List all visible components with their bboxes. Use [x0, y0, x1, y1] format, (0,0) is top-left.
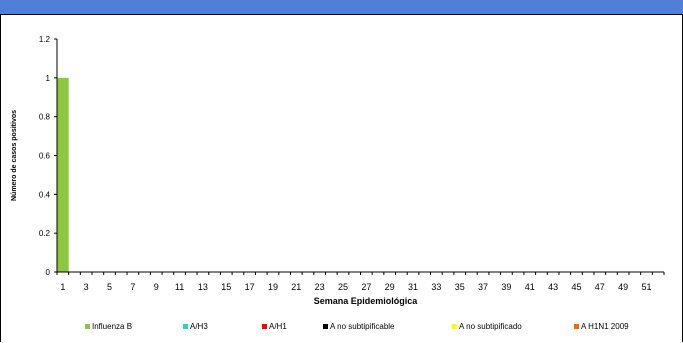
- legend-item: Influenza B: [85, 322, 132, 331]
- x-tick-label: 37: [478, 282, 488, 292]
- legend-label: A no subtipificado: [459, 322, 522, 331]
- x-tick-label: 35: [455, 282, 465, 292]
- legend-label: A/H1: [269, 322, 287, 331]
- x-tick-label: 13: [198, 282, 208, 292]
- x-tick-label: 27: [361, 282, 371, 292]
- bar-chart: 00.20.40.60.811.21 3 5 7 9 11 13 15 17 19 21 23 25 27…: [11, 35, 665, 306]
- x-axis-title: Semana Epidemiológica: [314, 296, 419, 306]
- y-tick-label: 0: [46, 268, 51, 277]
- legend-label: A/H3: [190, 322, 208, 331]
- legend-swatch: [452, 324, 457, 329]
- legend-swatch: [183, 324, 188, 329]
- x-tick-label: 39: [501, 282, 511, 292]
- y-tick-label: 0.2: [39, 229, 51, 238]
- legend-swatch: [85, 324, 90, 329]
- x-tick-label: 7: [130, 282, 135, 292]
- legend-swatch: [574, 324, 579, 329]
- legend-item: A/H1: [262, 322, 287, 331]
- x-tick-label: 3: [84, 282, 89, 292]
- x-tick-label: 51: [641, 282, 651, 292]
- x-tick-label: 17: [245, 282, 255, 292]
- x-tick-label: 1: [60, 282, 65, 292]
- legend-item: A no subtipificable: [323, 322, 395, 331]
- y-tick-label: 1: [46, 74, 51, 83]
- legend-label: A no subtipificable: [330, 322, 395, 331]
- y-tick-label: 0.8: [39, 113, 51, 122]
- y-axis-title: Número de casos positivos: [11, 110, 18, 201]
- x-tick-label: 41: [525, 282, 535, 292]
- legend-label: Influenza B: [92, 322, 133, 331]
- window-title-bar: [0, 0, 683, 15]
- y-tick-label: 1.2: [39, 35, 51, 44]
- x-tick-label: 9: [154, 282, 159, 292]
- legend-item: A H1N1 2009: [574, 322, 629, 331]
- x-tick-label: 45: [571, 282, 581, 292]
- x-tick-label: 11: [175, 282, 184, 292]
- x-tick-label: 5: [107, 282, 112, 292]
- x-tick-label: 23: [315, 282, 325, 292]
- x-tick-label: 47: [595, 282, 605, 292]
- y-tick-label: 0.6: [39, 152, 51, 161]
- x-tick-label: 33: [431, 282, 441, 292]
- x-tick-label: 21: [291, 282, 301, 292]
- x-tick-label: 15: [221, 282, 231, 292]
- x-tick-label: 25: [338, 282, 348, 292]
- x-tick-label: 49: [618, 282, 628, 292]
- bar-week-1: [57, 77, 69, 272]
- x-tick-label: 31: [408, 282, 418, 292]
- legend-swatch: [262, 324, 267, 329]
- legend-item: A/H3: [183, 322, 208, 331]
- chart-legend: Influenza B A/H3 A/H1 A no subtipificable A …: [0, 322, 683, 336]
- y-tick-label: 0.4: [39, 190, 51, 199]
- x-tick-label: 19: [268, 282, 278, 292]
- legend-swatch: [323, 324, 328, 329]
- x-tick-label: 43: [548, 282, 558, 292]
- legend-item: A no subtipificado: [452, 322, 522, 331]
- legend-label: A H1N1 2009: [581, 322, 629, 331]
- x-tick-label: 29: [385, 282, 395, 292]
